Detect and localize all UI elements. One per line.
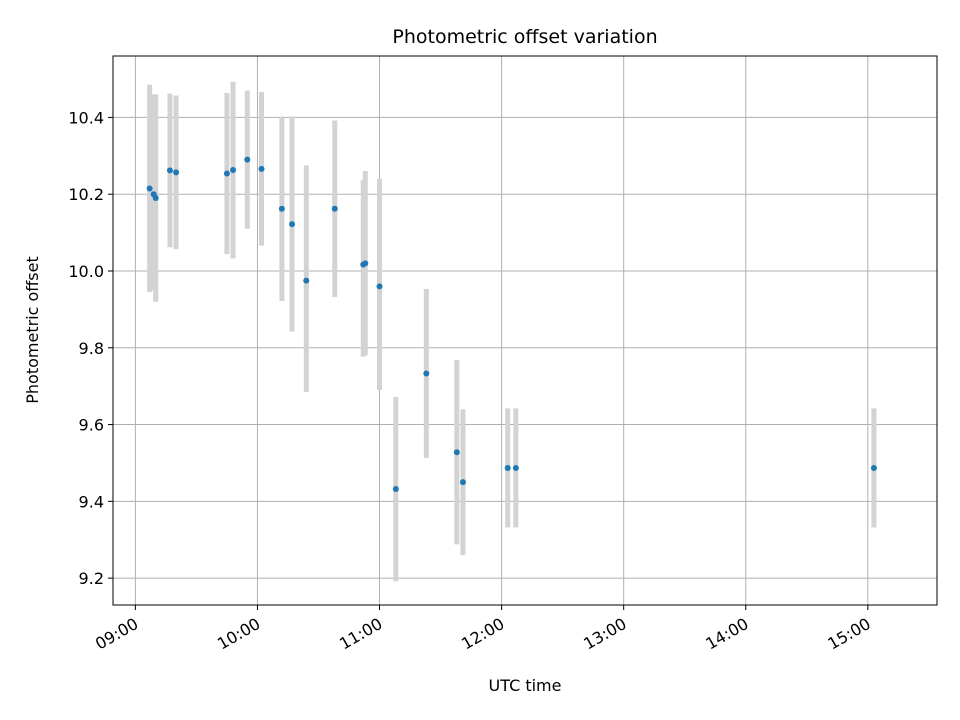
y-axis-label: Photometric offset xyxy=(23,256,42,404)
data-point xyxy=(512,464,519,471)
data-point xyxy=(166,167,173,174)
data-point xyxy=(223,170,230,177)
data-point xyxy=(278,205,285,212)
data-point xyxy=(362,260,369,267)
y-tick-label: 9.2 xyxy=(79,569,104,588)
chart-title: Photometric offset variation xyxy=(392,26,657,48)
grid xyxy=(113,56,937,605)
data-points xyxy=(146,156,877,493)
data-point xyxy=(230,167,237,174)
data-point xyxy=(459,479,466,486)
data-point xyxy=(376,283,383,290)
data-point xyxy=(152,195,159,202)
y-tick-label: 10.0 xyxy=(68,262,104,281)
data-point xyxy=(173,169,180,176)
plot-frame xyxy=(112,55,938,606)
y-tick-label: 9.8 xyxy=(79,339,104,358)
y-axis: 9.2 9.4 9.6 9.8 10.0 10.2 10.4 xyxy=(68,108,113,588)
y-tick-label: 9.6 xyxy=(79,416,104,435)
data-point xyxy=(258,165,265,172)
data-point xyxy=(453,449,460,456)
data-point xyxy=(146,185,153,192)
data-point xyxy=(331,205,338,212)
data-point xyxy=(244,156,251,163)
y-tick-label: 10.4 xyxy=(68,108,104,127)
y-tick-label: 10.2 xyxy=(68,185,104,204)
data-point xyxy=(303,277,310,284)
x-axis-label: UTC time xyxy=(489,676,562,695)
data-point xyxy=(423,370,430,377)
data-point xyxy=(870,464,877,471)
data-point xyxy=(289,221,296,228)
y-tick-label: 9.4 xyxy=(79,492,104,511)
data-point xyxy=(392,486,399,493)
data-point xyxy=(504,464,511,471)
